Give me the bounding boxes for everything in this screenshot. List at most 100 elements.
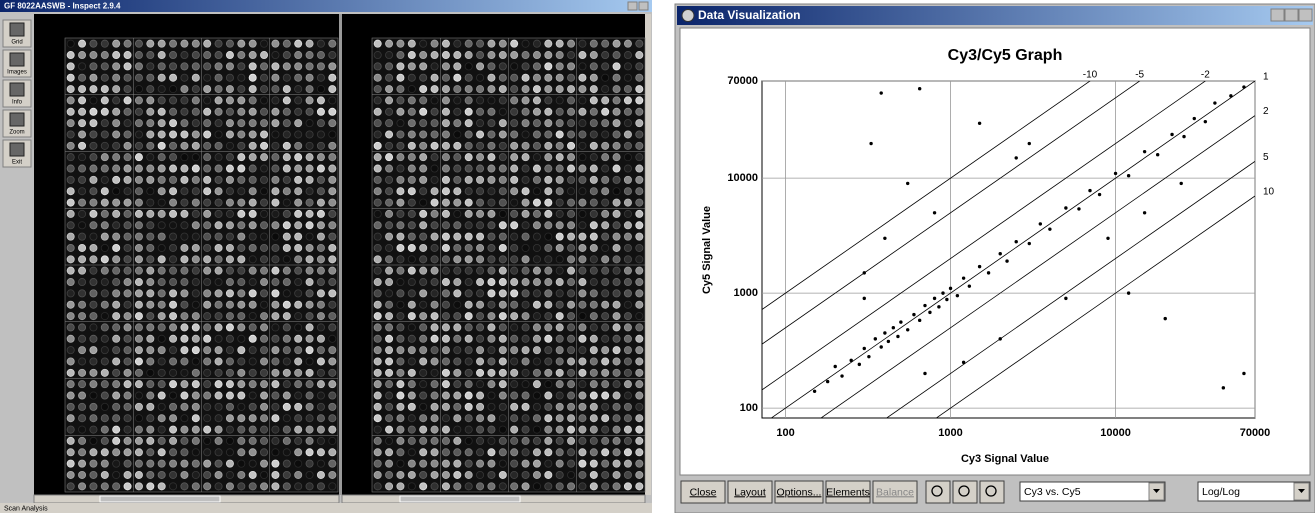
spot (238, 267, 245, 274)
spot (158, 358, 165, 365)
spot (454, 358, 461, 365)
spot (442, 471, 449, 478)
spot (636, 392, 643, 399)
spot (499, 85, 506, 92)
spot (272, 108, 279, 115)
spot (147, 483, 154, 490)
spot (533, 415, 540, 422)
spot (590, 74, 597, 81)
spot (488, 460, 495, 467)
spot (556, 120, 563, 127)
spot (272, 74, 279, 81)
vertical-scrollbar[interactable] (645, 14, 651, 495)
spot (545, 63, 552, 70)
point (892, 326, 895, 329)
spot (374, 449, 381, 456)
spot (78, 154, 85, 161)
point (1028, 142, 1031, 145)
spot (613, 415, 620, 422)
spot (317, 324, 324, 331)
spot (67, 381, 74, 388)
spot (567, 244, 574, 251)
spot (317, 154, 324, 161)
spot (385, 63, 392, 70)
spot (567, 415, 574, 422)
spot (465, 199, 472, 206)
spot (397, 233, 404, 240)
spot (113, 301, 120, 308)
spot (226, 392, 233, 399)
spot (283, 154, 290, 161)
spot (306, 131, 313, 138)
spot (374, 154, 381, 161)
spot (124, 324, 131, 331)
spot (465, 426, 472, 433)
spot (329, 188, 336, 195)
zoom-out-button[interactable] (953, 481, 977, 503)
spot (567, 471, 574, 478)
spot (204, 267, 211, 274)
spot (317, 188, 324, 195)
spot (408, 347, 415, 354)
spot (249, 381, 256, 388)
close-button[interactable] (1299, 9, 1312, 21)
spot (306, 483, 313, 490)
spot (556, 244, 563, 251)
spot (306, 267, 313, 274)
spot (545, 403, 552, 410)
spot (169, 165, 176, 172)
spot (101, 244, 108, 251)
spot (78, 278, 85, 285)
print-button[interactable] (980, 481, 1004, 503)
spot (442, 97, 449, 104)
spot (408, 142, 415, 149)
spot (226, 154, 233, 161)
spot (238, 244, 245, 251)
spot (522, 40, 529, 47)
minimize-button[interactable] (1271, 9, 1284, 21)
spot (67, 437, 74, 444)
spot (511, 437, 518, 444)
scroll-thumb[interactable] (400, 496, 520, 502)
spot (295, 63, 302, 70)
spot (283, 347, 290, 354)
spot (511, 176, 518, 183)
spot (113, 188, 120, 195)
spot (260, 347, 267, 354)
window-button[interactable] (628, 2, 637, 10)
spot (249, 392, 256, 399)
spot (590, 426, 597, 433)
spot (556, 176, 563, 183)
spot (260, 154, 267, 161)
scroll-thumb[interactable] (100, 496, 220, 502)
spot (397, 460, 404, 467)
maximize-button[interactable] (1285, 9, 1298, 21)
point (880, 345, 883, 348)
spot (533, 176, 540, 183)
spot (192, 244, 199, 251)
spot (556, 97, 563, 104)
spot (113, 392, 120, 399)
spot (385, 403, 392, 410)
spot (272, 40, 279, 47)
spot (295, 199, 302, 206)
zoom-in-button[interactable] (926, 481, 950, 503)
spot (420, 312, 427, 319)
spot (454, 188, 461, 195)
spot (420, 165, 427, 172)
spot (420, 222, 427, 229)
spot (397, 392, 404, 399)
spot (636, 85, 643, 92)
spot (397, 199, 404, 206)
spot (420, 85, 427, 92)
window-button[interactable] (639, 2, 648, 10)
spot (499, 437, 506, 444)
spot (317, 222, 324, 229)
spot (454, 210, 461, 217)
spot (533, 74, 540, 81)
spot (511, 85, 518, 92)
spot (522, 154, 529, 161)
spot (215, 426, 222, 433)
spot (488, 324, 495, 331)
spot (420, 449, 427, 456)
